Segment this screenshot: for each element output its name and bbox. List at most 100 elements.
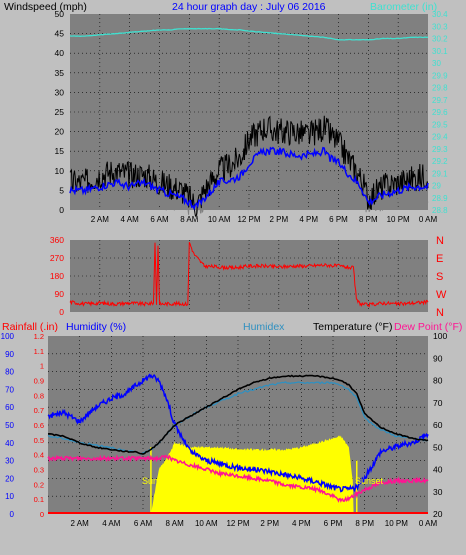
wind-x-tick-label: 8 PM [359,215,378,224]
barometer-tick-label: 29.3 [432,145,448,154]
barometer-tick-label: 30.2 [432,35,448,44]
chart-title: 24 hour graph day : July 06 2016 [172,1,326,13]
windspeed-tick-label: 10 [55,166,65,176]
humidity-tick-label: 50 [5,421,14,430]
barometer-ticks: 28.8 28.9 29 29.1 29.2 29.3 29.4 29.5 29.6 29.7 29… [432,10,448,215]
barometer-tick-label: 29 [432,182,441,191]
temperature-ticks: 20 30 40 50 60 70 80 90 100 [433,331,447,519]
rainfall-tick-label: 1 [40,362,44,371]
windspeed-tick-label: 30 [55,87,65,97]
barometer-tick-label: 29.6 [432,108,448,117]
rainfall-tick-label: 0.8 [34,391,44,400]
wind-x-tick-label: 0 AM [419,215,438,224]
temp-x-tick-label: 8 AM [166,519,185,528]
windspeed-tick-label: 50 [55,9,65,19]
rainfall-tick-label: 0.3 [34,466,44,475]
temperature-tick-label: 100 [433,331,447,341]
barometer-tick-label: 29.7 [432,96,448,105]
barometer-tick-label: 30 [432,59,441,68]
rainfall-ticks: 0 0.1 0.2 0.3 0.4 0.5 0.6 0.7 0.8 0.9 1 1.1 1.2 [34,332,44,519]
wind-grid [70,14,428,210]
windspeed-tick-label: 35 [55,68,65,78]
temperature-tick-label: 20 [433,509,443,519]
temperature-axis-label: Temperature (°F) [313,321,392,333]
rainfall-tick-label: 0.7 [34,406,44,415]
barometer-tick-label: 30.4 [432,10,448,19]
windspeed-tick-label: 45 [55,29,65,39]
rainfall-tick-label: 1.2 [34,332,44,341]
compass-label: N [436,235,444,247]
solar-radiation-area [150,435,354,516]
barometer-tick-label: 29.1 [432,169,448,178]
direction-grid [70,240,428,312]
rainfall-tick-label: 0.5 [34,436,44,445]
temp-x-tick-label: 6 AM [134,519,153,528]
windspeed-tick-label: 40 [55,48,65,58]
rainfall-tick-label: 0.4 [34,451,44,460]
windspeed-line [69,146,429,211]
humidity-tick-label: 0 [10,510,15,519]
humidity-tick-label: 10 [5,492,14,501]
compass-label: W [436,289,447,301]
temperature-line [47,374,429,455]
humidity-tick-label: 30 [5,457,14,466]
wind-average-line [69,169,429,218]
compass-label: S [436,271,443,283]
humidity-axis-label: Humidity (%) [66,321,126,333]
temperature-tick-label: 60 [433,420,443,430]
wind-x-tick-label: 10 PM [387,215,410,224]
temp-x-ticks: 2 AM 4 AM 6 AM 8 AM 10 AM 12 PM 2 PM 4 PM 6 PM 8 … [71,519,438,528]
windspeed-tick-label: 5 [59,185,64,195]
humidity-tick-label: 90 [5,350,14,359]
barometer-tick-label: 29.9 [432,71,448,80]
wind-x-tick-label: 6 AM [150,215,169,224]
humidex-label: Humidex [243,321,285,333]
windspeed-ticks: 0 5 10 15 20 25 30 35 40 45 50 [55,9,65,215]
temp-x-tick-label: 2 AM [71,519,90,528]
rainfall-axis-label: Rainfall (.in) [2,321,58,333]
direction-tick-label: 90 [55,289,65,299]
rainfall-tick-label: 0 [40,510,44,519]
rainfall-tick-label: 0.2 [34,480,44,489]
barometer-tick-label: 29.8 [432,84,448,93]
wind-x-ticks: 2 AM 4 AM 6 AM 8 AM 10 AM 12 PM 2 PM 4 PM 6 PM 8 … [91,215,438,224]
temperature-tick-label: 90 [433,353,443,363]
humidity-tick-label: 70 [5,385,14,394]
windspeed-tick-label: 0 [59,205,64,215]
direction-tick-label: 0 [59,307,64,317]
barometer-tick-label: 29.2 [432,157,448,166]
wind-x-tick-label: 12 PM [237,215,260,224]
temp-x-tick-label: 0 AM [419,519,438,528]
barometer-tick-label: 30.1 [432,47,448,56]
wind-x-tick-label: 6 PM [329,215,348,224]
temp-x-tick-label: 4 AM [102,519,121,528]
windspeed-tick-label: 25 [55,107,65,117]
wind-x-tick-label: 4 PM [299,215,318,224]
temp-x-tick-label: 12 PM [226,519,249,528]
rainfall-tick-label: 0.6 [34,421,44,430]
temp-x-tick-label: 2 PM [260,519,279,528]
temp-x-tick-label: 4 PM [292,519,311,528]
humidity-tick-label: 60 [5,403,14,412]
barometer-tick-label: 29.5 [432,120,448,129]
compass-label: E [436,253,443,265]
barometer-tick-label: 29.4 [432,133,448,142]
temperature-tick-label: 50 [433,442,443,452]
humidity-tick-label: 100 [1,332,15,341]
direction-ticks: 0 90 180 270 360 [50,235,64,317]
barometer-tick-label: 28.9 [432,194,448,203]
temp-x-tick-label: 8 PM [355,519,374,528]
temperature-tick-label: 30 [433,487,443,497]
wind-direction-line [69,241,429,308]
wind-x-tick-label: 8 AM [180,215,199,224]
direction-series [69,241,429,308]
rainfall-tick-label: 0.9 [34,377,44,386]
humidex-line [47,381,429,455]
wind-x-tick-label: 10 AM [208,215,231,224]
humidity-tick-label: 40 [5,439,14,448]
sunrise-label: Sunrise [142,476,173,486]
wind-series [69,27,429,218]
barometer-tick-label: 28.8 [432,206,448,215]
